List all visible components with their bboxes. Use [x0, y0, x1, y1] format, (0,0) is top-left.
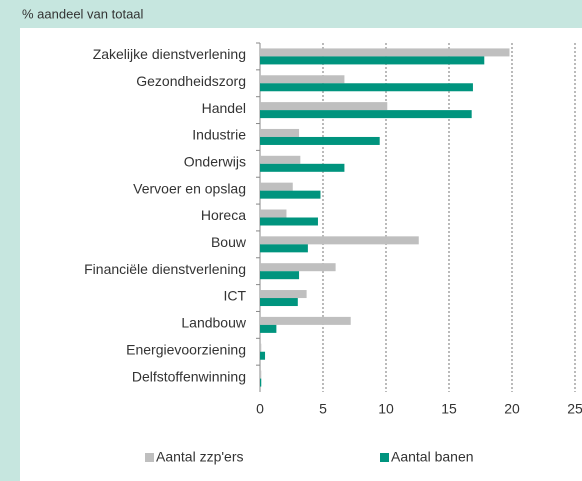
y-tick-label: Onderwijs — [184, 154, 246, 170]
bar — [260, 343, 262, 352]
bar — [260, 110, 472, 119]
y-tick-label: Horeca — [201, 207, 246, 223]
bar — [260, 370, 262, 379]
bar — [260, 163, 345, 172]
bar — [260, 209, 287, 218]
bar — [260, 155, 301, 164]
x-tick-label: 5 — [319, 401, 327, 417]
y-tick-label: Vervoer en opslag — [133, 180, 246, 196]
x-tick-label: 20 — [504, 401, 520, 417]
y-tick-label: ICT — [223, 288, 246, 304]
bar — [260, 182, 293, 191]
chart-subtitle: % aandeel van totaal — [22, 6, 144, 21]
bar — [260, 83, 473, 92]
y-tick-label: Energievoorziening — [126, 341, 246, 357]
y-tick-label: Industrie — [192, 127, 246, 143]
x-tick-label: 0 — [256, 401, 264, 417]
bar — [260, 324, 277, 333]
legend-swatch — [145, 453, 154, 462]
y-tick-label: Handel — [202, 100, 246, 116]
legend-label: Aantal zzp'ers — [156, 449, 244, 465]
bar — [260, 290, 307, 299]
bar — [260, 48, 510, 57]
bar — [260, 56, 485, 65]
bar — [260, 217, 318, 226]
legend-label: Aantal banen — [391, 449, 474, 465]
bar — [260, 316, 351, 325]
y-tick-label: Landbouw — [181, 315, 247, 331]
bar — [260, 351, 266, 360]
bar — [260, 102, 388, 111]
x-tick-label: 10 — [378, 401, 394, 417]
bar — [260, 190, 321, 199]
bar — [260, 263, 336, 272]
bar — [260, 236, 419, 245]
bar — [260, 136, 380, 145]
y-tick-label: Gezondheidszorg — [136, 73, 246, 89]
bar — [260, 298, 298, 307]
bar — [260, 244, 308, 253]
bar — [260, 75, 345, 84]
x-tick-label: 15 — [441, 401, 457, 417]
y-tick-label: Financiële dienstverlening — [84, 261, 246, 277]
plot-panel — [20, 28, 582, 481]
legend-swatch — [380, 453, 389, 462]
bar — [260, 271, 300, 280]
x-tick-label: 25 — [567, 401, 582, 417]
y-tick-label: Zakelijke dienstverlening — [93, 46, 246, 62]
bar — [260, 128, 300, 137]
bar — [260, 378, 262, 387]
y-tick-label: Delfstoffenwinning — [132, 368, 246, 384]
y-tick-label: Bouw — [211, 234, 247, 250]
